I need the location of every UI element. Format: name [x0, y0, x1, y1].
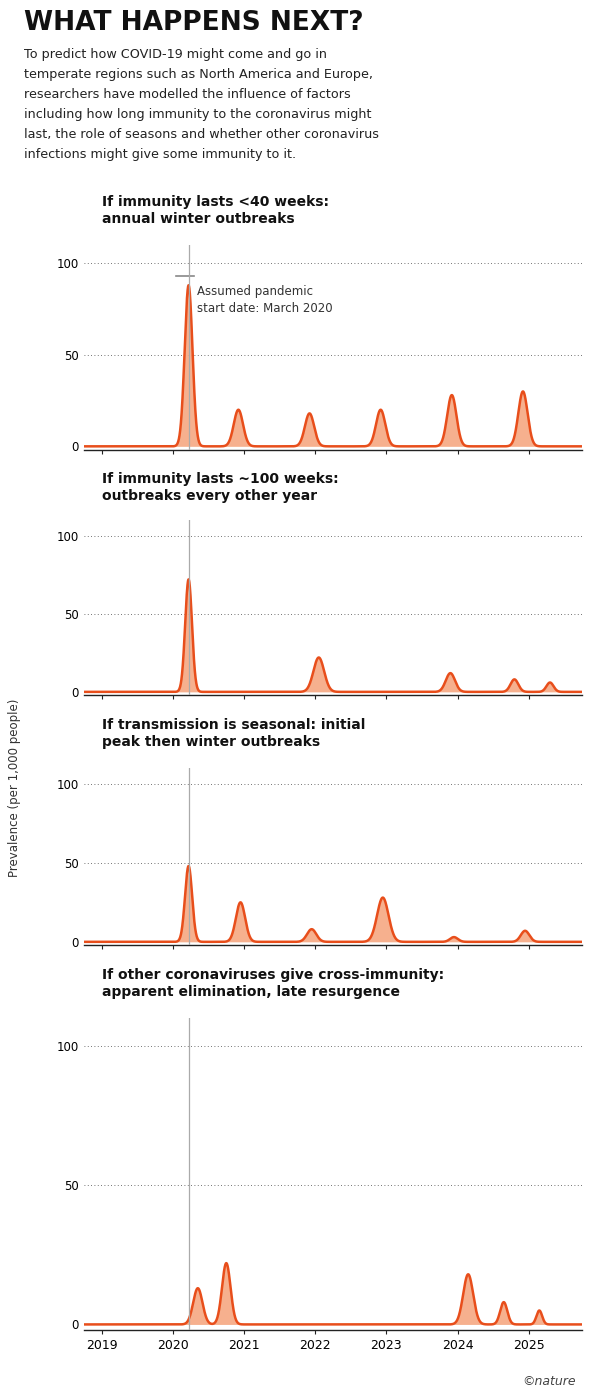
- Text: Prevalence (per 1,000 people): Prevalence (per 1,000 people): [8, 699, 22, 877]
- Text: infections might give some immunity to it.: infections might give some immunity to i…: [24, 148, 296, 161]
- Text: temperate regions such as North America and Europe,: temperate regions such as North America …: [24, 69, 373, 81]
- Text: To predict how COVID-19 might come and go in: To predict how COVID-19 might come and g…: [24, 48, 327, 62]
- Text: WHAT HAPPENS NEXT?: WHAT HAPPENS NEXT?: [24, 10, 364, 36]
- Text: If immunity lasts ~100 weeks:
outbreaks every other year: If immunity lasts ~100 weeks: outbreaks …: [102, 473, 338, 503]
- Text: including how long immunity to the coronavirus might: including how long immunity to the coron…: [24, 108, 371, 122]
- Text: researchers have modelled the influence of factors: researchers have modelled the influence …: [24, 88, 351, 101]
- Text: ©nature: ©nature: [523, 1376, 576, 1388]
- Text: last, the role of seasons and whether other coronavirus: last, the role of seasons and whether ot…: [24, 129, 379, 141]
- Text: If other coronaviruses give cross-immunity:
apparent elimination, late resurgenc: If other coronaviruses give cross-immuni…: [102, 967, 444, 1000]
- Text: If immunity lasts <40 weeks:
annual winter outbreaks: If immunity lasts <40 weeks: annual wint…: [102, 194, 329, 226]
- Text: If transmission is seasonal: initial
peak then winter outbreaks: If transmission is seasonal: initial pea…: [102, 719, 365, 749]
- Text: Assumed pandemic
start date: March 2020: Assumed pandemic start date: March 2020: [197, 285, 333, 316]
